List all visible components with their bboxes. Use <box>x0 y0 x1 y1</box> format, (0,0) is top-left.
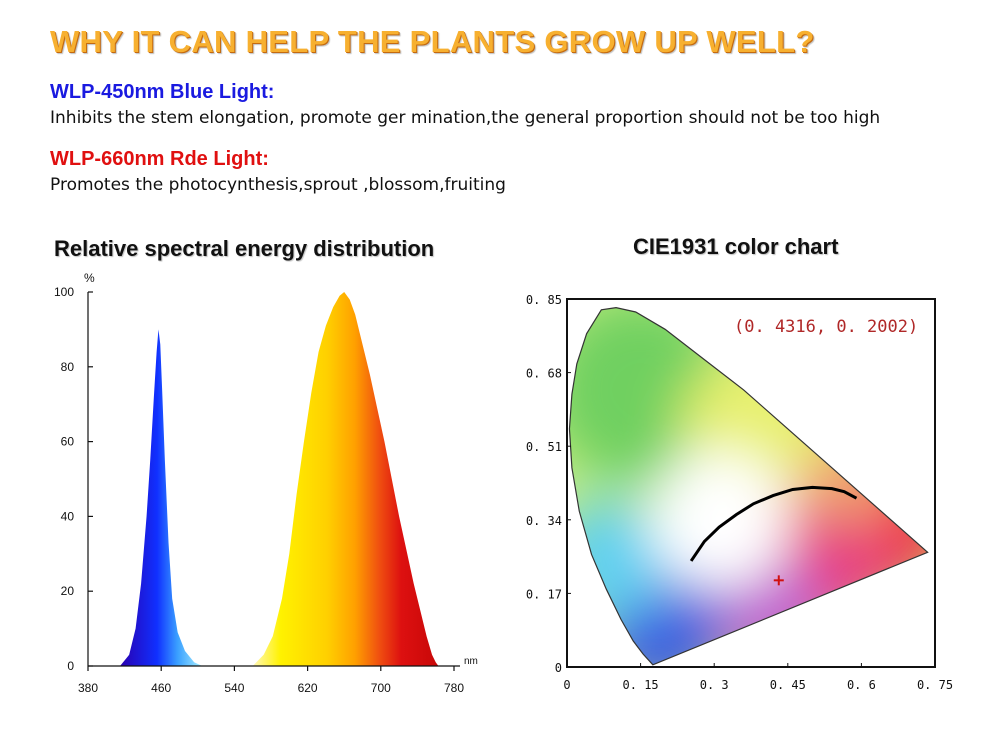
spectral-y-tick-label: 40 <box>61 509 75 523</box>
cie-x-tick-label: 0. 3 <box>700 678 729 692</box>
red-light-description: Promotes the photocynthesis,sprout ,blos… <box>50 175 506 195</box>
cie-coordinate-label: (0. 4316, 0. 2002) <box>734 317 918 337</box>
spectral-x-tick-label: 700 <box>371 681 391 695</box>
red-light-title: WLP-660nm Rde Light: <box>50 148 269 170</box>
spectral-x-tick-label: 540 <box>224 681 244 695</box>
cie-y-tick-label: 0. 34 <box>526 514 562 528</box>
cie-x-tick-label: 0. 75 <box>917 678 953 692</box>
spectral-chart-title: Relative spectral energy distribution <box>54 236 435 261</box>
red-spectrum-area <box>252 292 439 666</box>
spectral-x-tick-label: 620 <box>298 681 318 695</box>
headline: WHY IT CAN HELP THE PLANTS GROW UP WELL? <box>50 24 815 59</box>
cie-y-tick-label: 0 <box>555 661 562 675</box>
cie-coordinate-marker <box>773 575 784 586</box>
planckian-locus-curve <box>689 485 858 562</box>
cie-x-tick-label: 0. 45 <box>770 678 806 692</box>
cie-x-tick-label: 0 <box>563 678 570 692</box>
spectral-chart: 0 20 40 60 80 100 380 460 540 620 700 780 % nm <box>54 271 478 695</box>
cie-y-tick-label: 0. 51 <box>526 440 562 454</box>
spectral-y-tick-label: 60 <box>61 435 75 449</box>
cie-chart: (0. 4316, 0. 2002) 0 0. 17 0. 34 0. 51 0. 68… <box>526 293 953 692</box>
spectral-x-tick-label: 380 <box>78 681 98 695</box>
spectral-x-unit: nm <box>464 656 478 667</box>
blue-light-description: Inhibits the stem elongation, promote ge… <box>50 108 881 128</box>
spectral-y-tick-label: 0 <box>67 659 74 673</box>
cie-y-tick-label: 0. 68 <box>526 367 562 381</box>
cie-chart-title: CIE1931 color chart <box>633 234 839 259</box>
spectral-y-tick-label: 100 <box>54 285 74 299</box>
spectral-y-tick-label: 20 <box>61 584 75 598</box>
spectral-x-tick-label: 780 <box>444 681 464 695</box>
spectral-locus-outline <box>568 307 929 666</box>
spectral-y-unit: % <box>84 271 95 285</box>
spectral-x-tick-label: 460 <box>151 681 171 695</box>
cie-x-tick-label: 0. 6 <box>847 678 876 692</box>
cie-y-tick-label: 0. 85 <box>526 293 562 307</box>
spectral-y-tick-label: 80 <box>61 360 75 374</box>
blue-light-title: WLP-450nm Blue Light: <box>50 81 275 103</box>
cie-y-tick-label: 0. 17 <box>526 587 562 601</box>
blue-spectrum-area <box>120 329 203 666</box>
cie-x-tick-label: 0. 15 <box>623 678 659 692</box>
